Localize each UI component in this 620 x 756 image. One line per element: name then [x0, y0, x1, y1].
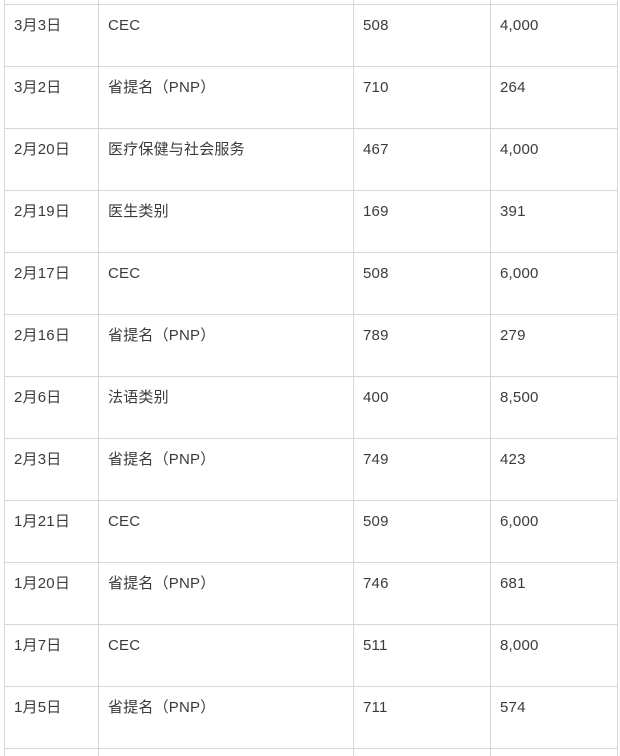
cell-date: 2月16日: [4, 314, 99, 377]
cell-score: 467: [353, 128, 491, 191]
cell-score: 789: [353, 314, 491, 377]
table-row: 2月6日 法语类别 400 8,500: [4, 376, 618, 439]
table-row: 2月19日 医生类别 169 391: [4, 190, 618, 253]
cell-date: 1月20日: [4, 562, 99, 625]
cell-invitations: 279: [490, 314, 618, 377]
cell-invitations: 6,000: [490, 252, 618, 315]
cell-invitations: 4,000: [490, 128, 618, 191]
table-row: 2月20日 医疗保健与社会服务 467 4,000: [4, 128, 618, 191]
cell-date: 1月21日: [4, 500, 99, 563]
cell-category: 省提名（PNP）: [98, 686, 354, 749]
cell-invitations: 4,000: [490, 4, 618, 67]
cell-score: 400: [353, 376, 491, 439]
cell-empty: [4, 748, 99, 756]
cell-category: 法语类别: [98, 376, 354, 439]
cell-invitations: 6,000: [490, 500, 618, 563]
cell-date: 2月20日: [4, 128, 99, 191]
table-row: 1月5日 省提名（PNP） 711 574: [4, 686, 618, 749]
cell-score: 511: [353, 624, 491, 687]
cell-category: CEC: [98, 624, 354, 687]
cell-category: CEC: [98, 500, 354, 563]
table-row: 2月17日 CEC 508 6,000: [4, 252, 618, 315]
cell-empty: [353, 748, 491, 756]
table-row-partial-bottom: [4, 748, 618, 756]
cell-category: 省提名（PNP）: [98, 562, 354, 625]
table-row: 1月21日 CEC 509 6,000: [4, 500, 618, 563]
cell-category: 医疗保健与社会服务: [98, 128, 354, 191]
cell-category: CEC: [98, 4, 354, 67]
cell-score: 710: [353, 66, 491, 129]
cell-score: 508: [353, 4, 491, 67]
cell-invitations: 574: [490, 686, 618, 749]
cell-date: 2月6日: [4, 376, 99, 439]
cell-date: 2月3日: [4, 438, 99, 501]
cell-score: 749: [353, 438, 491, 501]
cell-invitations: 391: [490, 190, 618, 253]
table-viewport: 3月3日 CEC 508 4,000 3月2日 省提名（PNP） 710 264…: [4, 0, 619, 756]
cell-date: 1月7日: [4, 624, 99, 687]
cell-date: 3月2日: [4, 66, 99, 129]
table-row: 3月3日 CEC 508 4,000: [4, 4, 618, 67]
cell-category: 医生类别: [98, 190, 354, 253]
cell-score: 509: [353, 500, 491, 563]
cell-date: 1月5日: [4, 686, 99, 749]
table-row: 1月7日 CEC 511 8,000: [4, 624, 618, 687]
cell-score: 711: [353, 686, 491, 749]
cell-category: 省提名（PNP）: [98, 314, 354, 377]
table-row: 2月16日 省提名（PNP） 789 279: [4, 314, 618, 377]
cell-invitations: 8,500: [490, 376, 618, 439]
cell-invitations: 8,000: [490, 624, 618, 687]
table-row: 2月3日 省提名（PNP） 749 423: [4, 438, 618, 501]
table-row: 3月2日 省提名（PNP） 710 264: [4, 66, 618, 129]
table-row: 1月20日 省提名（PNP） 746 681: [4, 562, 618, 625]
cell-date: 2月19日: [4, 190, 99, 253]
cell-invitations: 264: [490, 66, 618, 129]
cell-category: 省提名（PNP）: [98, 66, 354, 129]
cell-empty: [98, 748, 354, 756]
draws-table: 3月3日 CEC 508 4,000 3月2日 省提名（PNP） 710 264…: [4, 0, 618, 756]
cell-empty: [490, 748, 618, 756]
cell-category: CEC: [98, 252, 354, 315]
cell-score: 508: [353, 252, 491, 315]
cell-invitations: 681: [490, 562, 618, 625]
cell-date: 3月3日: [4, 4, 99, 67]
cell-invitations: 423: [490, 438, 618, 501]
cell-score: 169: [353, 190, 491, 253]
cell-category: 省提名（PNP）: [98, 438, 354, 501]
cell-score: 746: [353, 562, 491, 625]
cell-date: 2月17日: [4, 252, 99, 315]
